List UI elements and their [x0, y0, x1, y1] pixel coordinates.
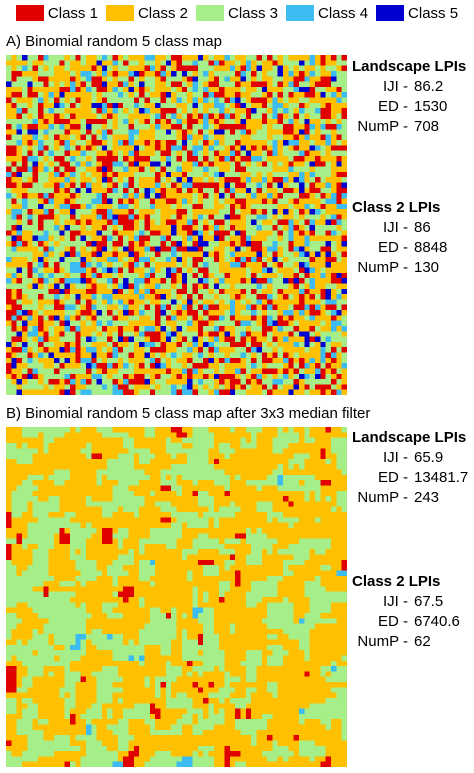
- panel-b-class2-ed-label: ED -: [378, 613, 408, 630]
- legend-label-class3: Class 3: [227, 4, 279, 22]
- panel-b-landscape-ed-row: ED - 13481.7: [352, 468, 472, 488]
- panel-b-class2-nump-row: NumP - 62: [352, 632, 472, 652]
- panel-b-landscape-ed-value: 13481.7: [414, 469, 469, 486]
- panel-a-landscape-nump-label: NumP -: [357, 118, 408, 135]
- legend-label-class4: Class 4: [318, 4, 369, 22]
- panel-b-landscape-iji-value: 65.9: [414, 449, 444, 466]
- panel-a-map-canvas: [6, 55, 347, 395]
- panel-a-class2-iji-value: 86: [414, 219, 431, 236]
- panel-b-landscape-ed-label: ED -: [378, 469, 408, 486]
- panel-b-class2-heading: Class 2 LPIs: [352, 573, 441, 590]
- panel-a-class2-iji-label: IJI -: [383, 219, 408, 236]
- panel-a-class2-ed-value: 8848: [414, 239, 448, 256]
- panel-b-landscape-nump-row: NumP - 243: [352, 488, 472, 508]
- panel-a-landscape-iji-row: IJI - 86.2: [352, 77, 472, 97]
- panel-b-map: [6, 427, 347, 767]
- legend: Class 1 Class 2 Class 3 Class 4 Class 5: [0, 0, 474, 26]
- panel-a-class2-ed-label: ED -: [378, 239, 408, 256]
- panel-a-landscape-iji-value: 86.2: [414, 78, 444, 95]
- panel-a-title: A) Binomial random 5 class map: [6, 33, 222, 50]
- panel-b-class2-iji-label: IJI -: [383, 593, 408, 610]
- legend-item-class3: Class 3: [195, 4, 279, 22]
- panel-b-title: B) Binomial random 5 class map after 3x3…: [6, 405, 371, 422]
- legend-swatch-class2: [105, 5, 134, 21]
- panel-b-landscape-iji-row: IJI - 65.9: [352, 448, 472, 468]
- panel-a-landscape-ed-row: ED - 1530: [352, 97, 472, 117]
- legend-label-class1: Class 1: [47, 4, 98, 22]
- panel-a-class2-heading: Class 2 LPIs: [352, 199, 441, 216]
- panel-a-class2-nump-row: NumP - 130: [352, 258, 472, 278]
- legend-swatch-class1: [15, 5, 44, 21]
- panel-a-landscape-ed-value: 1530: [414, 98, 448, 115]
- panel-b-class2-stats: Class 2 LPIs IJI - 67.5 ED - 6740.6 NumP…: [352, 572, 472, 652]
- panel-b-landscape-nump-value: 243: [414, 489, 440, 506]
- panel-b-class2-nump-label: NumP -: [357, 633, 408, 650]
- panel-a-landscape-nump-value: 708: [414, 118, 440, 135]
- legend-label-class5: Class 5: [408, 4, 459, 22]
- legend-swatch-class4: [286, 5, 315, 21]
- legend-item-class5: Class 5: [376, 5, 458, 22]
- panel-b-class2-iji-row: IJI - 67.5: [352, 592, 472, 612]
- legend-swatch-class3: [195, 5, 224, 21]
- panel-b-map-canvas: [6, 427, 347, 767]
- legend-swatch-class5: [376, 5, 405, 21]
- panel-a-landscape-ed-label: ED -: [378, 98, 408, 115]
- panel-a-landscape-iji-label: IJI -: [383, 78, 408, 95]
- panel-b-landscape-stats: Landscape LPIs IJI - 65.9 ED - 13481.7 N…: [352, 428, 472, 508]
- panel-a-class2-stats: Class 2 LPIs IJI - 86 ED - 8848 NumP - 1…: [352, 198, 472, 278]
- panel-a-landscape-stats: Landscape LPIs IJI - 86.2 ED - 1530 NumP…: [352, 57, 472, 137]
- panel-b-class2-nump-value: 62: [414, 633, 431, 650]
- panel-b-landscape-nump-label: NumP -: [357, 489, 408, 506]
- panel-a-landscape-nump-row: NumP - 708: [352, 117, 472, 137]
- panel-b-landscape-heading: Landscape LPIs: [352, 429, 467, 446]
- panel-a-class2-iji-row: IJI - 86: [352, 218, 472, 238]
- legend-item-class1: Class 1: [15, 4, 98, 22]
- panel-b-class2-ed-value: 6740.6: [414, 613, 460, 630]
- legend-label-class2: Class 2: [137, 4, 188, 22]
- panel-b-class2-ed-row: ED - 6740.6: [352, 612, 472, 632]
- legend-item-class2: Class 2: [105, 4, 188, 22]
- panel-a-class2-nump-label: NumP -: [357, 259, 408, 276]
- panel-a-class2-ed-row: ED - 8848: [352, 238, 472, 258]
- panel-b-class2-iji-value: 67.5: [414, 593, 444, 610]
- panel-b-landscape-iji-label: IJI -: [383, 449, 408, 466]
- legend-item-class4: Class 4: [286, 5, 368, 22]
- panel-a-class2-nump-value: 130: [414, 259, 440, 276]
- panel-a-map: [6, 55, 347, 395]
- panel-a-landscape-heading: Landscape LPIs: [352, 58, 467, 75]
